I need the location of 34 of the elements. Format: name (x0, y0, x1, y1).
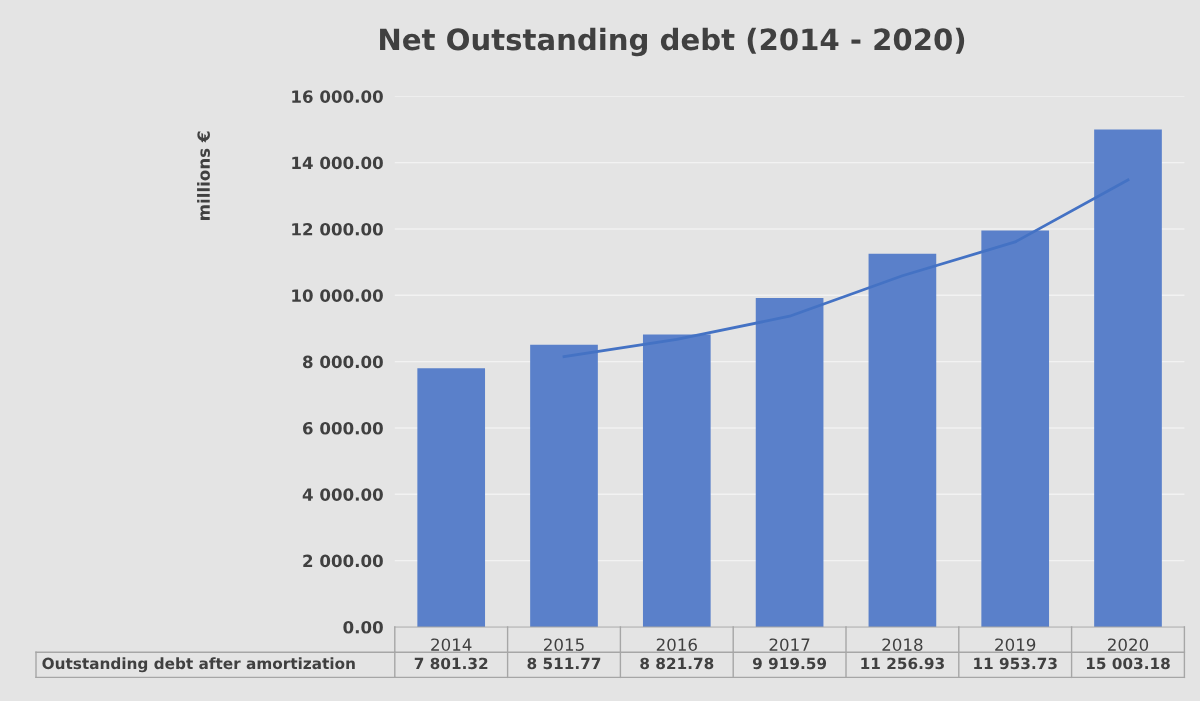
data-label: 15 003.18 (1086, 657, 1170, 670)
y-tick-label: 4 000.00 (302, 488, 383, 501)
bar (530, 344, 598, 627)
x-tick-label: 2016 (656, 638, 697, 651)
y-tick-label: 6 000.00 (303, 421, 383, 435)
data-label: 11 256.93 (861, 657, 944, 670)
data-label: 7 801.32 (414, 657, 488, 670)
y-axis-title: millions € (197, 131, 210, 220)
bar (981, 230, 1050, 627)
x-tick-label: 2015 (544, 638, 584, 651)
bar (417, 368, 486, 627)
data-label: 11 953.73 (974, 657, 1057, 670)
y-tick-label: 16 000.00 (292, 90, 383, 103)
x-tick-label: 2017 (769, 638, 810, 651)
y-tick-label: 12 000.00 (292, 222, 383, 236)
x-tick-label: 2019 (995, 638, 1036, 651)
bar (755, 297, 824, 627)
x-tick-label: 2020 (1108, 638, 1149, 651)
y-tick-label: 10 000.00 (292, 289, 383, 302)
bar (868, 253, 937, 627)
x-tick-label: 2014 (431, 638, 472, 651)
y-tick-label: 14 000.00 (292, 156, 383, 170)
y-tick-label: 8 000.00 (303, 355, 383, 369)
y-tick-label: 2 000.00 (303, 554, 383, 568)
x-tick-label: 2018 (882, 638, 923, 651)
data-label: 8 821.78 (640, 657, 714, 670)
line-series (562, 178, 1130, 359)
bar (1094, 129, 1162, 627)
y-tick-label: 0.00 (343, 620, 383, 634)
data-label: 9 919.59 (752, 657, 827, 670)
data-label: 8 511.77 (527, 657, 601, 670)
chart-title: Net Outstanding debt (2014 - 2020) (380, 27, 965, 57)
bar (642, 334, 711, 627)
text: Outstanding debt after amortization (42, 657, 355, 673)
